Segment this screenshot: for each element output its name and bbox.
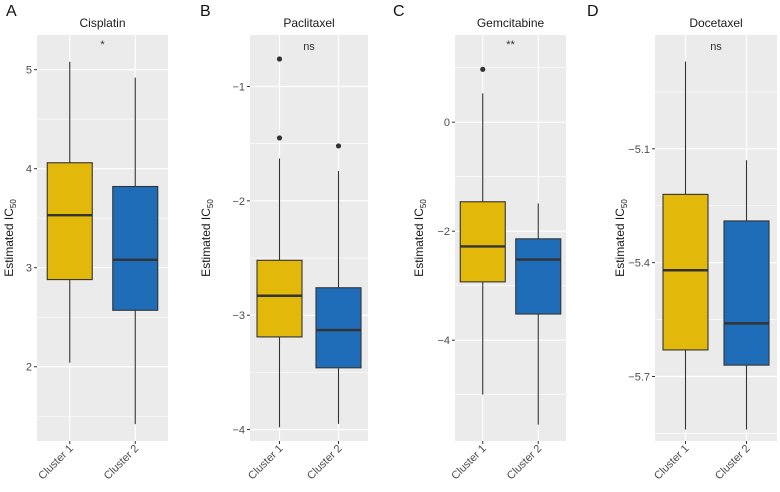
box-cluster-2: [315, 143, 362, 424]
box-body: [256, 259, 303, 338]
y-axis-label-sub: 50: [206, 199, 215, 208]
box-body: [515, 238, 562, 315]
y-tick-label: −2: [437, 226, 450, 238]
x-tick-label: Cluster 2: [102, 443, 142, 483]
y-tick-label: 5: [26, 65, 32, 77]
y-axis-label-main: Estimated IC: [2, 208, 16, 277]
panel-letter: D: [587, 3, 599, 20]
panel-title: Cisplatin: [79, 16, 125, 30]
outlier-point: [480, 66, 486, 72]
box-cluster-2: [515, 203, 562, 425]
y-axis-label-sub: 50: [9, 199, 18, 208]
panel-d: D Docetaxel −5.7 −5.4 −5.1 Estimated IC50 ns Cl…: [587, 3, 777, 482]
plot-background: [250, 35, 368, 441]
y-tick-label: −1: [232, 81, 245, 93]
y-axis-label: Estimated IC50: [2, 199, 18, 277]
y-tick-label: −4: [232, 425, 245, 437]
box-cluster-1: [46, 61, 93, 363]
outlier-point: [276, 56, 283, 62]
box-body: [459, 201, 506, 283]
x-tick-label: Cluster 1: [36, 443, 76, 483]
y-tick-label: −5.7: [628, 371, 650, 383]
y-axis-label-sub: 50: [419, 199, 428, 208]
y-axis-label-main: Estimated IC: [199, 208, 213, 277]
x-tick-label: Cluster 2: [713, 443, 753, 483]
panel-title: Paclitaxel: [283, 16, 334, 30]
box-body: [46, 162, 93, 281]
y-axis-label-sub: 50: [620, 199, 629, 208]
y-tick-label: −4: [437, 335, 450, 347]
y-tick-label: 3: [26, 263, 32, 275]
panel-title: Docetaxel: [689, 16, 742, 30]
significance-label: ns: [303, 41, 315, 53]
y-axis-label: Estimated IC50: [412, 199, 428, 277]
y-axis-label-main: Estimated IC: [613, 208, 627, 277]
y-tick-label: 2: [26, 362, 32, 374]
box-cluster-1: [459, 66, 506, 395]
panel-letter: B: [200, 3, 211, 20]
y-tick-label: −5.4: [628, 258, 650, 270]
y-axis-label: Estimated IC50: [613, 199, 629, 277]
panel-a: A Cisplatin 2 3 4 5 Estimated IC50 * Cluster 1 Cl…: [2, 3, 168, 482]
box-body: [112, 185, 159, 311]
y-tick-label: −3: [232, 310, 245, 322]
y-axis-label: Estimated IC50: [199, 199, 215, 277]
box-cluster-2: [112, 77, 159, 425]
y-tick-label: −5.1: [628, 144, 650, 156]
panel-title: Gemcitabine: [477, 16, 545, 30]
box-body: [662, 193, 709, 351]
x-tick-label: Cluster 1: [246, 443, 286, 483]
box-body: [723, 220, 770, 366]
outlier-point: [276, 135, 283, 141]
x-tick-label: Cluster 1: [652, 443, 692, 483]
significance-label: ns: [710, 41, 722, 53]
significance-label: **: [506, 39, 515, 51]
outlier-point: [335, 143, 342, 149]
y-tick-label: −2: [232, 196, 245, 208]
panel-b: B Paclitaxel −4 −3 −2 −1 Estimated IC50 ns Clust…: [199, 3, 368, 482]
x-tick-label: Cluster 1: [449, 443, 489, 483]
box-body: [315, 287, 362, 369]
x-tick-label: Cluster 2: [505, 443, 545, 483]
panel-letter: C: [393, 3, 405, 20]
y-tick-label: 0: [444, 117, 450, 129]
x-tick-label: Cluster 2: [305, 443, 345, 483]
panel-c: C Gemcitabine −4 −2 0 Estimated IC50 ** Cluster…: [393, 3, 566, 482]
significance-label: *: [100, 39, 105, 51]
box-cluster-1: [662, 61, 709, 430]
y-axis-label-main: Estimated IC: [412, 208, 426, 277]
box-cluster-1: [256, 56, 303, 428]
y-tick-label: 4: [26, 164, 32, 176]
panel-letter: A: [6, 3, 17, 20]
box-cluster-2: [723, 160, 770, 430]
